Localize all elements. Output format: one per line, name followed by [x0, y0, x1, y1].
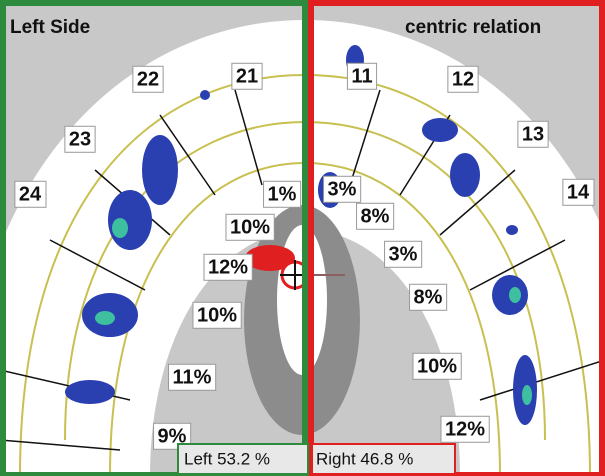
left-total-box — [177, 443, 309, 475]
force-percentage: 11% — [173, 366, 212, 388]
tooth-number: 12 — [452, 68, 474, 90]
force-percentage: 9% — [158, 425, 187, 447]
force-percentage: 10% — [230, 216, 270, 238]
force-percentage-box — [412, 352, 462, 380]
contact-highlights — [95, 218, 532, 405]
force-percentage: 12% — [445, 418, 485, 440]
force-percentage-box — [409, 283, 448, 311]
force-percentage: 3% — [389, 243, 418, 265]
force-percentage-box — [356, 202, 395, 230]
force-percentage-box — [263, 180, 302, 208]
right-total: Right 46.8 % — [316, 449, 413, 468]
right-title: centric relation — [405, 17, 541, 38]
center-of-force-trajectory — [245, 245, 295, 271]
tooth-number-box — [346, 62, 378, 90]
tooth-number-box — [132, 65, 164, 93]
force-percentage-box — [192, 301, 242, 329]
right-total-box — [311, 443, 456, 475]
force-percentage-box — [384, 240, 423, 268]
tooth-number-box — [562, 178, 595, 206]
tooth-number: 13 — [522, 123, 544, 145]
force-percentage-box — [225, 213, 275, 241]
force-percentage: 8% — [361, 205, 390, 227]
right-panel-border — [308, 0, 605, 476]
tooth-number-box — [447, 65, 479, 93]
tooth-number-box — [231, 62, 263, 90]
force-percentage-box — [168, 363, 217, 391]
force-percentage: 1% — [268, 183, 297, 205]
tooth-number: 11 — [351, 65, 372, 87]
tooth-number: 14 — [567, 181, 590, 203]
tooth-number: 23 — [69, 128, 91, 150]
force-percentage: 12% — [208, 256, 248, 278]
force-percentage-box — [440, 415, 490, 443]
left-panel-border — [0, 0, 308, 476]
force-percentage: 3% — [328, 178, 357, 200]
force-percentage: 8% — [414, 286, 443, 308]
force-percentage: 10% — [197, 304, 237, 326]
tooth-number-box — [517, 120, 549, 148]
tooth-number: 24 — [19, 183, 42, 205]
left-total: Left 53.2 % — [184, 449, 270, 468]
tooth-number-box — [14, 180, 47, 208]
left-title: Left Side — [10, 17, 90, 38]
force-percentage: 10% — [417, 355, 457, 377]
tooth-number: 22 — [137, 68, 159, 90]
tooth-number-box — [64, 125, 96, 153]
tooth-number: 21 — [236, 65, 258, 87]
force-percentage-box — [323, 175, 362, 203]
force-percentage-box — [203, 253, 253, 281]
